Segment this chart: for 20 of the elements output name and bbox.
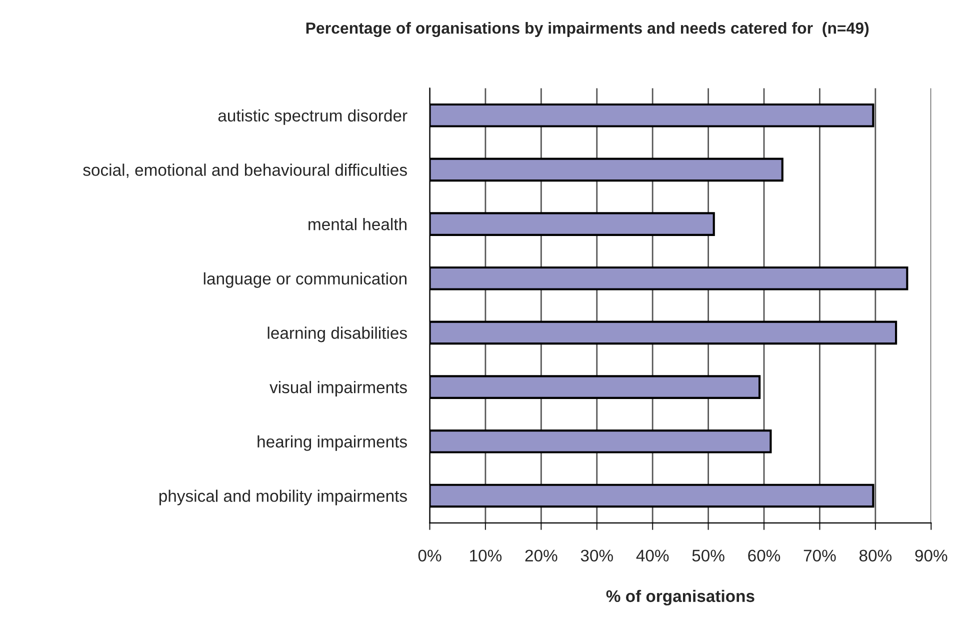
x-tick-label: 30%: [580, 550, 613, 562]
y-tick-label: autistic spectrum disorder: [218, 109, 408, 125]
y-tick-label: mental health: [308, 218, 406, 230]
y-tick-label: physical and mobility impairments: [159, 490, 407, 506]
chart-title: Percentage of organisations by impairments and needs catered for (n=49): [306, 22, 869, 38]
y-tick-label: social, emotional and behavioural difficulties: [83, 164, 407, 178]
x-tick-label: 90%: [915, 550, 948, 562]
x-tick-label: 10%: [470, 550, 502, 562]
x-tick-label: 60%: [748, 550, 780, 562]
x-tick-label: 20%: [525, 550, 558, 562]
y-tick-label: hearing impairments: [258, 435, 407, 451]
y-tick-label: learning disabilities: [268, 326, 407, 342]
x-tick-label: 80%: [859, 550, 892, 562]
x-tick-label: 0%: [418, 550, 442, 562]
x-tick-label: 70%: [804, 550, 836, 562]
x-tick-label: 40%: [636, 550, 669, 562]
x-tick-label: 50%: [692, 550, 724, 562]
y-tick-label: visual impairments: [270, 381, 407, 397]
y-tick-label: language or communication: [204, 272, 406, 288]
x-axis-title: % of organisations: [606, 590, 754, 606]
